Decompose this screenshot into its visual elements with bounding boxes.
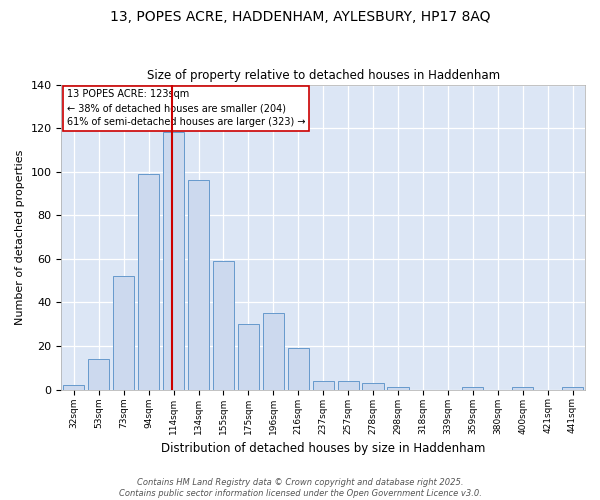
Bar: [287, 348, 309, 390]
Bar: [338, 381, 359, 390]
Bar: [163, 132, 184, 390]
Bar: [512, 388, 533, 390]
Bar: [562, 388, 583, 390]
Title: Size of property relative to detached houses in Haddenham: Size of property relative to detached ho…: [146, 69, 500, 82]
Bar: [88, 359, 109, 390]
Bar: [462, 388, 484, 390]
Bar: [63, 386, 85, 390]
Bar: [313, 381, 334, 390]
Bar: [388, 388, 409, 390]
Bar: [188, 180, 209, 390]
Bar: [238, 324, 259, 390]
X-axis label: Distribution of detached houses by size in Haddenham: Distribution of detached houses by size …: [161, 442, 485, 455]
Text: 13 POPES ACRE: 123sqm
← 38% of detached houses are smaller (204)
61% of semi-det: 13 POPES ACRE: 123sqm ← 38% of detached …: [67, 89, 305, 127]
Bar: [263, 314, 284, 390]
Bar: [213, 261, 234, 390]
Bar: [138, 174, 159, 390]
Text: Contains HM Land Registry data © Crown copyright and database right 2025.
Contai: Contains HM Land Registry data © Crown c…: [119, 478, 481, 498]
Y-axis label: Number of detached properties: Number of detached properties: [15, 150, 25, 325]
Bar: [362, 383, 383, 390]
Bar: [113, 276, 134, 390]
Text: 13, POPES ACRE, HADDENHAM, AYLESBURY, HP17 8AQ: 13, POPES ACRE, HADDENHAM, AYLESBURY, HP…: [110, 10, 490, 24]
